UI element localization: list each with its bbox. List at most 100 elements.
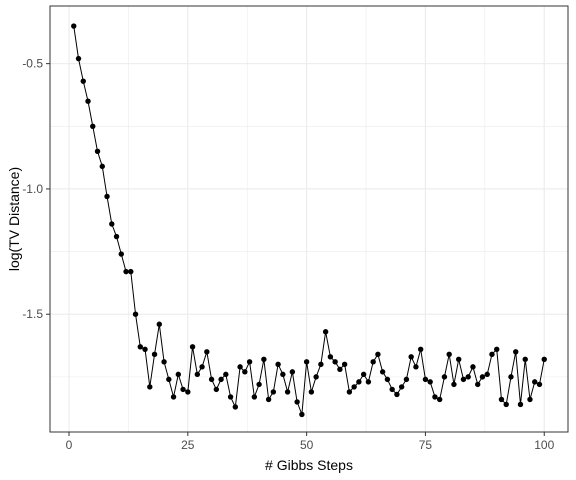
data-point [270, 389, 277, 395]
data-point [147, 384, 153, 390]
data-point [208, 376, 215, 383]
data-point [161, 359, 167, 365]
data-point [313, 374, 319, 380]
data-point [242, 369, 248, 375]
data-point [213, 386, 220, 393]
data-point [123, 268, 129, 275]
data-point [446, 351, 452, 358]
data-point [118, 251, 124, 257]
data-point [494, 346, 500, 353]
y-tick-label: -1.5 [22, 307, 43, 321]
data-point [527, 396, 533, 403]
data-point [460, 376, 467, 383]
data-point [308, 389, 315, 395]
data-point [109, 221, 115, 227]
data-point [532, 379, 538, 385]
data-point [275, 361, 281, 368]
data-point [441, 374, 448, 380]
data-point [379, 369, 386, 375]
data-point [284, 389, 291, 395]
data-point [479, 374, 486, 380]
x-tick-label: 50 [300, 438, 314, 452]
data-point [417, 346, 424, 353]
data-point [142, 346, 148, 353]
data-point [413, 364, 419, 370]
data-point [113, 233, 120, 240]
data-point [90, 123, 96, 129]
data-point [251, 394, 258, 400]
data-point [384, 376, 391, 383]
data-point [432, 394, 438, 400]
data-point [360, 371, 367, 378]
data-point [175, 371, 182, 378]
data-point [489, 351, 495, 358]
data-point [398, 384, 405, 390]
x-tick-label: 100 [534, 438, 554, 452]
data-point [370, 359, 376, 365]
data-point [337, 366, 343, 373]
series-line [73, 25, 545, 415]
x-tick-label: 25 [181, 438, 195, 452]
data-point [389, 386, 395, 393]
data-point [132, 311, 139, 317]
data-point [299, 411, 305, 418]
data-point [484, 371, 490, 378]
data-point [470, 364, 476, 370]
data-point [536, 381, 543, 388]
data-point [137, 344, 143, 350]
data-point [194, 371, 201, 378]
data-point [498, 396, 505, 403]
x-axis-title: # Gibbs Steps [265, 457, 353, 473]
data-point [265, 396, 272, 403]
data-point [422, 376, 429, 383]
data-point [246, 359, 253, 365]
data-point [403, 376, 410, 383]
data-point [465, 374, 471, 380]
data-point [151, 351, 158, 358]
data-point [85, 98, 91, 104]
data-point [322, 329, 329, 335]
data-point [508, 374, 514, 380]
data-point [199, 364, 205, 370]
data-point [451, 381, 457, 388]
data-point [318, 361, 324, 368]
data-point [541, 356, 547, 363]
data-point [218, 376, 224, 383]
data-point [180, 386, 186, 393]
data-point [71, 23, 77, 29]
data-point [232, 404, 239, 410]
data-point [166, 376, 172, 383]
data-point [503, 401, 509, 408]
data-point [128, 268, 134, 275]
data-point [427, 379, 433, 385]
data-point [513, 349, 519, 355]
data-point [189, 344, 196, 350]
data-point [99, 163, 105, 170]
data-point [408, 354, 414, 360]
data-point [294, 399, 300, 405]
grid-lines [50, 6, 568, 432]
x-tick-label: 0 [66, 438, 73, 452]
data-point [80, 78, 86, 84]
data-point [341, 361, 348, 368]
data-point [185, 389, 191, 395]
data-point [204, 349, 210, 355]
data-point [365, 379, 372, 385]
data-point [94, 148, 101, 155]
data-point [261, 356, 267, 363]
data-point [104, 193, 110, 200]
data-point [75, 55, 82, 62]
data-point [456, 356, 462, 363]
data-point [436, 396, 443, 403]
data-point [237, 364, 243, 370]
data-point [280, 371, 286, 378]
data-point [475, 381, 481, 388]
x-axis-ticks: 0 25 50 75 100 [66, 432, 555, 452]
data-point [522, 356, 528, 363]
data-point [256, 381, 262, 388]
panel-border [49, 5, 569, 433]
data-point [517, 401, 524, 408]
y-axis-title: log(TV Distance) [6, 167, 22, 271]
